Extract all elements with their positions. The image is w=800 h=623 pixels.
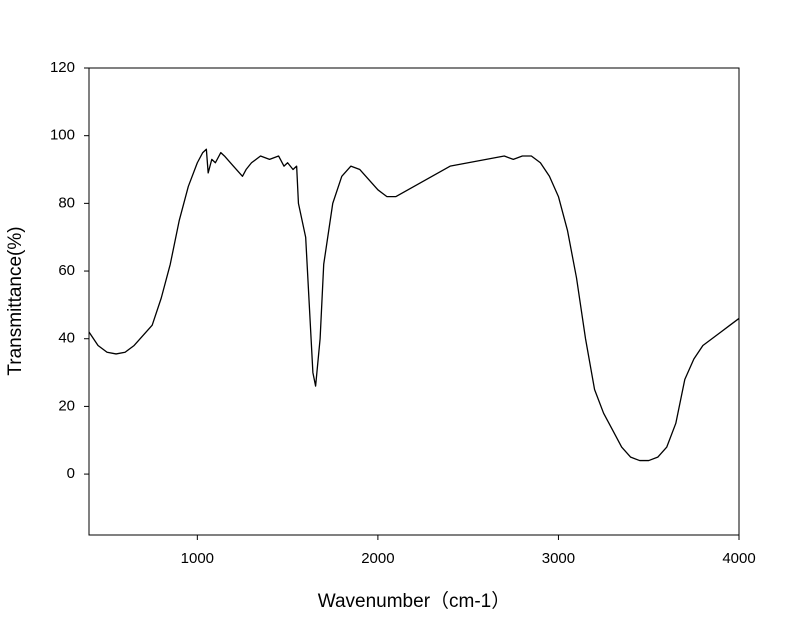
y-tick-label: 0 [67,465,75,482]
plot-frame [88,67,740,536]
y-tick-label: 60 [58,262,75,279]
spectrum-line [88,148,740,462]
y-tick-label: 20 [58,397,75,414]
y-tick-label: 80 [58,194,75,211]
x-tick-label: 3000 [542,550,575,567]
x-tick-label: 2000 [361,550,394,567]
y-tick-label: 100 [50,127,75,144]
x-axis-label: Wavenumber（cm-1） [318,590,511,612]
x-tick-label: 1000 [181,550,214,567]
y-tick-label: 40 [58,330,75,347]
y-axis-label: Transmittance(%) [5,226,26,375]
x-tick-label: 4000 [722,550,755,567]
y-tick-label: 120 [50,59,75,76]
